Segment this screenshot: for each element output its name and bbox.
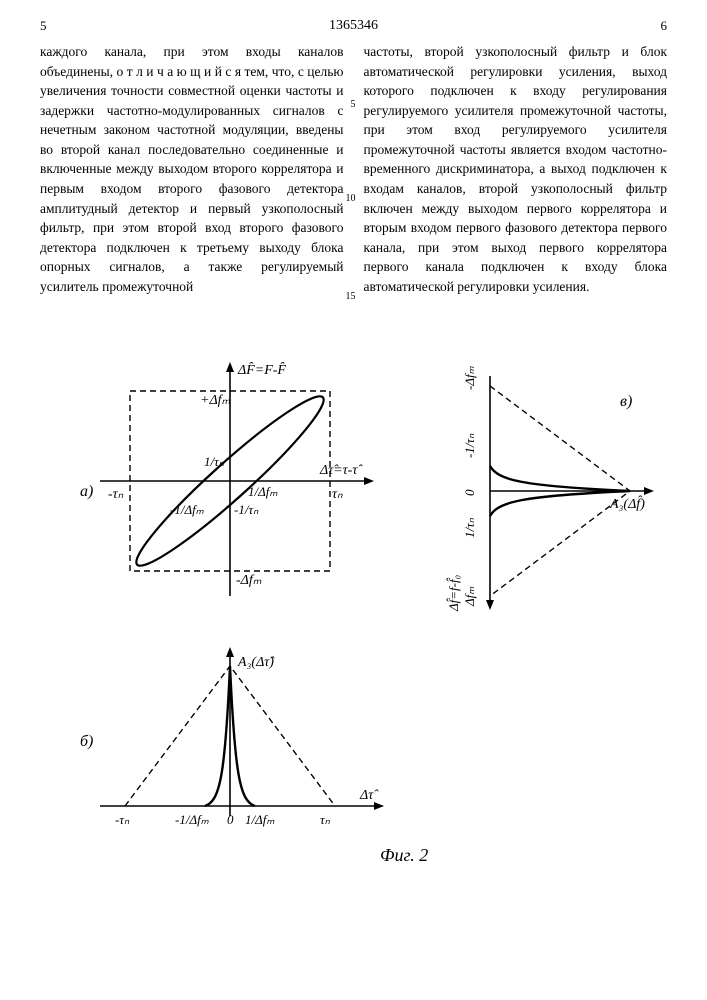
panel-a: а) ΔF̂=F-F̂ Δτ̂=τ-τ̂ +Δfₘ -Δfₘ τₙ -τₙ 1/… [80, 362, 374, 596]
tick: -τₙ [115, 812, 130, 827]
panel-a-xaxis: Δτ̂=τ-τ̂ [319, 463, 363, 478]
panel-a-ytop: +Δfₘ [200, 393, 231, 408]
panel-v-label: в) [620, 393, 632, 410]
tick: -Δfₘ [462, 366, 477, 391]
panel-b-xlabel: Δτ̂ [359, 788, 379, 803]
panel-b-label: б) [80, 733, 93, 750]
document-number: 1365346 [329, 18, 378, 34]
panel-v-xlabel: Δf̂=f-f̂₀ [446, 575, 461, 612]
panel-v: в) A₃(Δf̂) -Δfₘ -1/τₙ 0 1/τₙ Δfₘ Δf̂=f-f… [446, 366, 654, 613]
left-page-number: 5 [40, 18, 47, 34]
panel-a-1tn: 1/τₙ [204, 454, 225, 469]
page-header: 5 1365346 6 [40, 18, 667, 34]
figure-svg: а) ΔF̂=F-F̂ Δτ̂=τ-τ̂ +Δfₘ -Δfₘ τₙ -τₙ 1/… [40, 356, 667, 876]
tick: 1/τₙ [462, 518, 477, 539]
left-column: каждого канала, при этом входы каналов о… [40, 42, 344, 296]
tick: -1/τₙ [462, 433, 477, 458]
panel-a-label: а) [80, 483, 93, 500]
tick: -1/Δfₘ [175, 812, 210, 827]
line-numbers-left: 15 [346, 290, 356, 305]
tick: Δfₘ [462, 586, 477, 607]
right-column-text: частоты, второй узкополосный фильтр и бл… [364, 44, 668, 294]
panel-a-1dfm: 1/Δfₘ [248, 484, 278, 499]
panel-b-ylabel: A₃(Δτ̂) [237, 655, 275, 670]
figure-caption: Фиг. 2 [380, 845, 428, 865]
line-numbers-left: 5 [351, 98, 356, 113]
right-column: частоты, второй узкополосный фильтр и бл… [364, 42, 668, 296]
panel-a-yaxis: ΔF̂=F-F̂ [237, 362, 286, 378]
left-column-text: каждого канала, при этом входы каналов о… [40, 44, 344, 294]
tick: 0 [462, 489, 477, 496]
panel-a-neg1dfm: -1/Δfₘ [170, 502, 205, 517]
panel-a-xright: τₙ [332, 487, 343, 502]
panel-a-ybottom: -Δfₘ [236, 573, 262, 588]
panel-a-xleft: -τₙ [108, 487, 124, 502]
panel-a-neg1tn: -1/τₙ [234, 502, 259, 517]
right-page-number: 6 [661, 18, 668, 34]
tick: 0 [227, 812, 234, 827]
figure-2: а) ΔF̂=F-F̂ Δτ̂=τ-τ̂ +Δfₘ -Δfₘ τₙ -τₙ 1/… [40, 356, 667, 881]
panel-b: б) A₃(Δτ̂) Δτ̂ -τₙ -1/Δfₘ 0 1/Δfₘ τₙ [80, 647, 384, 827]
tick: τₙ [320, 812, 331, 827]
tick: 1/Δfₘ [245, 812, 275, 827]
text-columns: каждого канала, при этом входы каналов о… [40, 42, 667, 296]
line-numbers-left: 10 [346, 192, 356, 207]
